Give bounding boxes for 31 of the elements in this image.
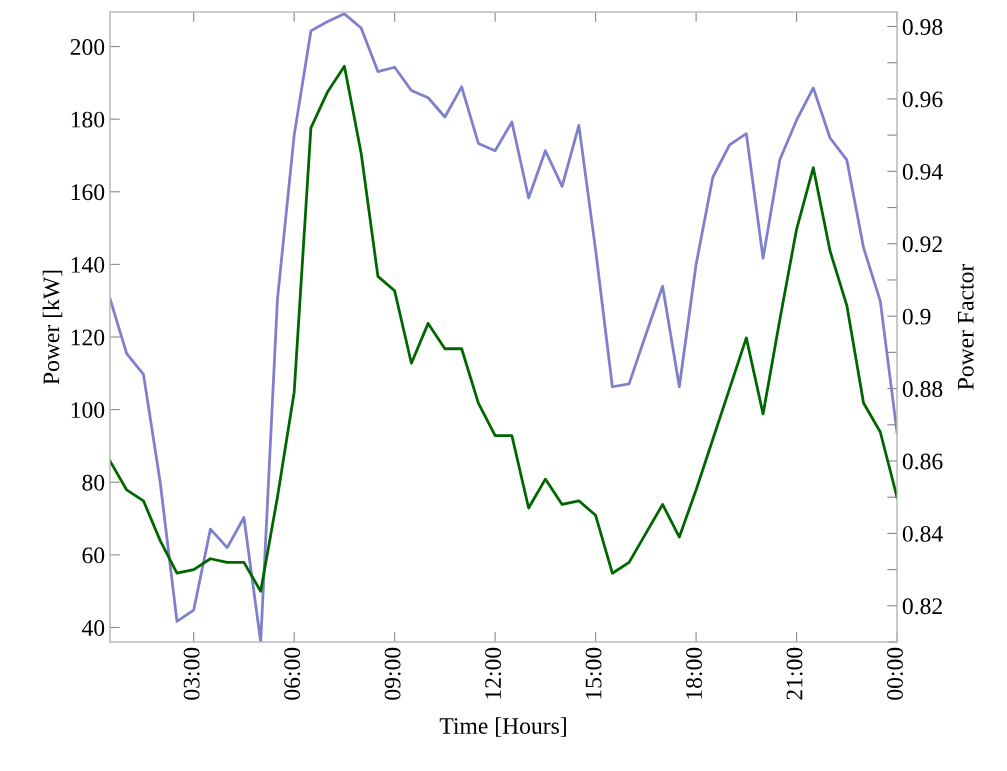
y-tick-label: 180 [71,111,105,128]
y2-tick-label: 0.86 [902,453,943,470]
y2-tick-label: 0.94 [902,163,943,180]
y-tick-label: 100 [71,402,105,419]
y2-tick-label: 0.84 [902,525,943,542]
y-tick-label: 160 [71,184,105,201]
y-tick-label: 120 [71,329,105,346]
x-tick-label: 06:00 [284,647,301,700]
x-tick-label: 09:00 [384,647,401,700]
y-tick-label: 60 [82,547,105,564]
y2-axis-title: Power Factor [958,263,974,390]
y-tick-label: 140 [71,256,105,273]
y2-tick-label: 0.88 [902,381,943,398]
x-tick-label: 03:00 [183,647,200,700]
line-series [109,64,898,593]
x-tick-label: 15:00 [585,647,602,699]
y2-tick-label: 0.92 [902,236,942,253]
x-axis-title: Time [Hours] [439,717,566,737]
y-tick-label: 200 [70,39,105,55]
y2-tick-label: 0.98 [902,19,943,36]
x-tick-label: 00:00 [887,647,904,700]
x-tick-label: 12:00 [485,647,502,699]
y2-tick-label: 0.96 [902,91,943,108]
x-tick-label: 18:00 [686,647,703,699]
y2-tick-label: 0.9 [902,308,931,325]
x-tick-label: 21:00 [786,647,803,700]
y-tick-label: 80 [82,474,105,491]
y2-tick-label: 0.82 [902,598,942,615]
y-axis-title: Power [kW] [42,270,63,385]
line-series [109,12,898,643]
y-tick-label: 40 [81,619,105,636]
